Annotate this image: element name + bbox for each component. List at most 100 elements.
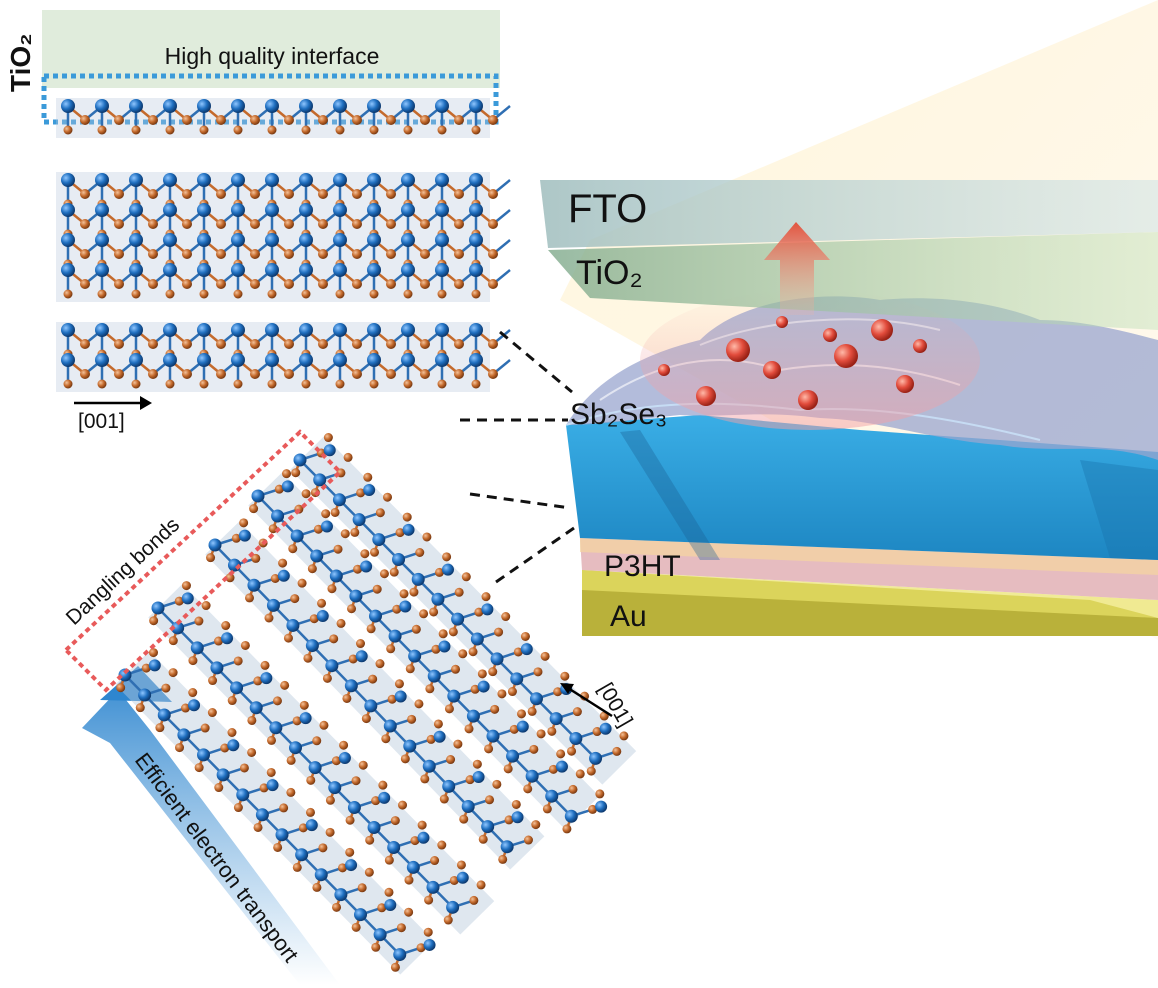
se-atom	[231, 533, 241, 543]
crystal-slab-middle	[56, 172, 511, 302]
sb-atom	[435, 353, 449, 367]
sb-atom	[510, 672, 524, 686]
se-atom	[352, 115, 362, 125]
se-atom	[431, 644, 441, 654]
sb-atom	[129, 203, 143, 217]
sb-atom	[469, 203, 483, 217]
se-atom	[454, 219, 464, 229]
sb-atom	[433, 730, 446, 743]
crystal-slab-lower	[56, 322, 511, 392]
sb-atom	[384, 899, 397, 912]
sb-atom	[367, 233, 381, 247]
sb-atom	[269, 721, 283, 735]
se-atom	[420, 249, 430, 259]
electron	[763, 361, 781, 379]
se-atom	[270, 574, 280, 584]
se-atom	[318, 843, 328, 853]
se-atom	[371, 796, 381, 806]
se-atom	[360, 549, 370, 559]
se-atom	[415, 547, 425, 557]
se-atom	[267, 125, 277, 135]
se-atom	[407, 714, 417, 724]
sb-atom	[305, 819, 318, 832]
se-atom	[364, 867, 374, 877]
sb-atom	[349, 589, 363, 603]
se-atom	[420, 774, 430, 784]
sb-atom	[401, 353, 415, 367]
se-atom	[560, 671, 570, 681]
au-label: Au	[610, 600, 647, 633]
se-atom	[182, 279, 192, 289]
sb-atom	[197, 323, 211, 337]
se-atom	[279, 803, 289, 813]
se-atom	[305, 807, 315, 817]
sb-atom	[490, 652, 504, 666]
se-atom	[372, 584, 382, 594]
sb-atom	[595, 800, 608, 813]
se-atom	[249, 504, 259, 514]
sb-atom	[333, 353, 347, 367]
se-atom	[330, 507, 340, 517]
se-atom	[165, 379, 175, 389]
direction-label-top: [001]	[78, 410, 125, 433]
se-atom	[426, 734, 436, 744]
se-atom	[369, 125, 379, 135]
se-atom	[343, 452, 353, 462]
se-atom	[318, 279, 328, 289]
se-atom	[494, 627, 504, 637]
sb-atom	[469, 263, 483, 277]
sb-atom	[61, 353, 75, 367]
se-atom	[267, 379, 277, 389]
sb-atom	[95, 263, 109, 277]
se-atom	[267, 735, 277, 745]
se-atom	[216, 189, 226, 199]
se-atom	[488, 219, 498, 229]
se-atom	[572, 707, 582, 717]
se-atom	[472, 759, 482, 769]
se-atom	[216, 339, 226, 349]
sb-atom	[230, 681, 244, 695]
se-atom	[298, 823, 308, 833]
sb-atom	[290, 529, 304, 543]
se-atom	[390, 962, 400, 972]
sb-atom	[316, 610, 329, 623]
sb-atom	[61, 173, 75, 187]
se-atom	[299, 700, 309, 710]
se-atom	[536, 729, 546, 739]
se-atom	[384, 855, 394, 865]
se-atom	[513, 647, 523, 657]
se-atom	[206, 553, 216, 563]
se-atom	[384, 887, 394, 897]
se-atom	[542, 804, 552, 814]
se-atom	[430, 856, 440, 866]
se-atom	[370, 547, 380, 557]
sb-atom	[266, 779, 279, 792]
sb-atom	[344, 679, 358, 693]
se-atom	[556, 749, 566, 759]
se-atom	[148, 339, 158, 349]
se-atom	[325, 827, 335, 837]
se-atom	[216, 249, 226, 259]
se-atom	[454, 587, 464, 597]
sb-atom	[401, 99, 415, 113]
se-atom	[309, 614, 319, 624]
se-atom	[368, 674, 378, 684]
sb-atom	[401, 233, 415, 247]
se-atom	[352, 339, 362, 349]
sb-atom	[251, 489, 265, 503]
sb-atom	[288, 741, 302, 755]
sb-atom	[469, 323, 483, 337]
se-atom	[351, 922, 361, 932]
se-atom	[199, 125, 209, 135]
se-atom	[114, 279, 124, 289]
sb-atom	[367, 353, 381, 367]
se-atom	[449, 875, 459, 885]
se-atom	[292, 716, 302, 726]
sb-atom	[393, 948, 407, 962]
sb-atom	[231, 203, 245, 217]
se-atom	[182, 249, 192, 259]
se-atom	[420, 339, 430, 349]
se-atom	[484, 744, 494, 754]
se-atom	[284, 115, 294, 125]
se-atom	[322, 673, 332, 683]
